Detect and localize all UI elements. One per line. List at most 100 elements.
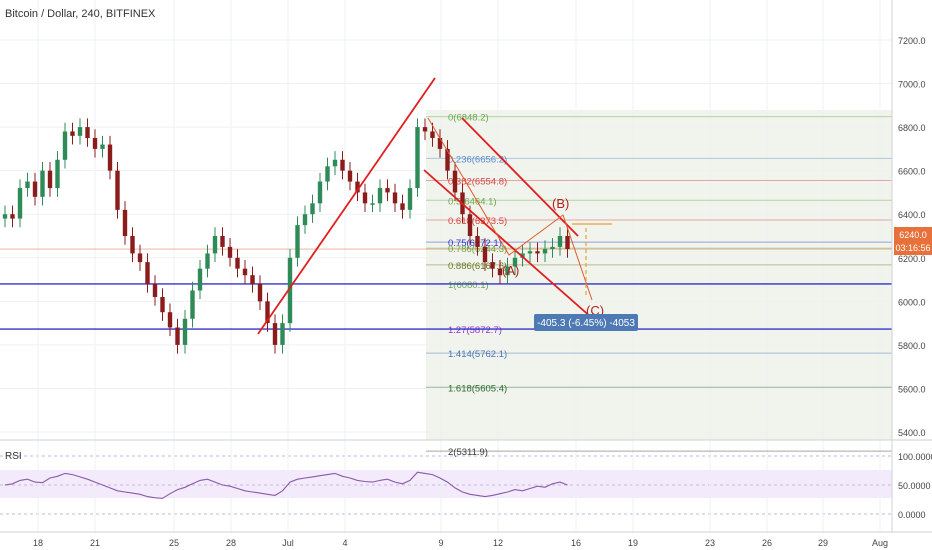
candle-body [370,203,375,205]
candle-body [77,127,83,136]
candle-body [175,327,180,345]
candle-body [115,170,120,210]
candle-body [107,144,113,171]
fib-level-label: 2(5311.9) [448,447,488,458]
candle-body [295,225,300,258]
candle-body [40,170,45,197]
candle-body [182,318,188,345]
candle-body [70,131,75,136]
fib-level-label: 0(6848.2) [448,113,489,124]
candle-body [392,192,398,204]
time-tick-label: 25 [169,538,179,548]
fib-level-label: 0.382(6554.8) [448,177,507,188]
candle-body [302,214,308,226]
wave-path [427,117,593,301]
fib-level-label: 1(6080.1) [448,280,489,291]
fib-level-label: 0.75(6272.1) [448,238,502,249]
measure-label-box[interactable] [534,314,638,331]
candle-body [550,246,555,250]
candle-body [565,236,570,250]
candle-body [310,203,315,215]
time-tick-label: 18 [33,538,43,548]
candle-body [17,188,23,219]
candle-body [227,246,233,258]
candle-body [272,323,278,345]
candle-body [10,214,15,219]
rsi-band [0,470,892,498]
candle-body [512,257,518,267]
fib-level-label: 0.236(6656.2) [448,154,507,165]
candle-body [317,181,323,204]
fib-level-label: 0.5(6464.1) [448,196,497,207]
candle-body [355,181,360,193]
price-tick-label: 5800.0 [898,341,926,351]
candle-body [137,253,143,263]
last-price-value: 6240.0 [899,230,927,240]
chart-title: Bitcoin / Dollar, 240, BITFINEX [5,8,156,20]
rsi-tick-label: 0.0000 [898,510,926,520]
candle-body [55,159,60,189]
price-tick-label: 6400.0 [898,210,926,220]
fib-level-label: 1.27(5872.7) [448,325,502,336]
price-tick-label: 6800.0 [898,123,926,133]
candle-body [362,192,368,204]
rsi-pane-label: RSI [5,451,22,462]
candle-body [160,296,165,313]
candle-body [497,268,503,276]
candle-body [467,214,473,236]
price-tick-label: 6200.0 [898,254,926,264]
last-price-countdown: 03:16:56 [895,243,930,253]
candle-body [250,275,255,284]
candle-body [340,159,345,171]
price-tick-label: 5400.0 [898,428,926,438]
candle-body [377,188,383,204]
candle-body [407,188,413,210]
candle-body [325,166,330,182]
candle-body [385,188,390,193]
price-tick-label: 6000.0 [898,297,926,307]
candle-body [92,138,98,149]
fib-zone-background [426,110,892,440]
candle-body [332,159,338,167]
candle-body [490,262,495,269]
wave-label-a: (A) [502,263,519,278]
time-tick-label: 21 [90,538,100,548]
time-tick-label: 12 [493,538,503,548]
candle-body [197,268,203,291]
fib-level-label: 0.618(6373.5) [448,216,507,227]
price-tick-label: 7200.0 [898,36,926,46]
candle-body [347,170,353,182]
candle-body [430,131,435,138]
rsi-tick-label: 100.0000 [898,452,932,462]
price-tick-label: 6600.0 [898,167,926,177]
rsi-line [4,471,568,499]
candle-body [437,138,443,149]
candle-body [257,283,263,302]
candle-body [32,181,38,197]
time-tick-label: 26 [762,538,772,548]
trend-line-up [257,77,436,335]
candle-body [25,181,30,189]
price-tick-label: 5600.0 [898,384,926,394]
candle-body [542,249,548,254]
time-tick-label: 28 [226,538,236,548]
time-tick-label: 23 [705,538,715,548]
candle-body [220,236,225,247]
time-tick-label: Aug [872,538,888,548]
channel-line-lower [423,169,593,319]
time-tick-label: 29 [818,538,828,548]
candle-body [85,127,90,138]
candle-body [235,257,240,269]
candle-body [130,236,135,254]
candle-body [415,127,420,189]
candle-body [122,209,128,236]
candle-body [145,262,150,284]
time-tick-label: 16 [571,538,581,548]
fib-level-label: 1.618(5605.4) [448,383,507,394]
candle-body [2,214,8,219]
price-tick-label: 7000.0 [898,80,926,90]
candle-body [152,283,158,297]
candle-body [47,170,53,189]
wave-label-b: (B) [552,196,569,211]
